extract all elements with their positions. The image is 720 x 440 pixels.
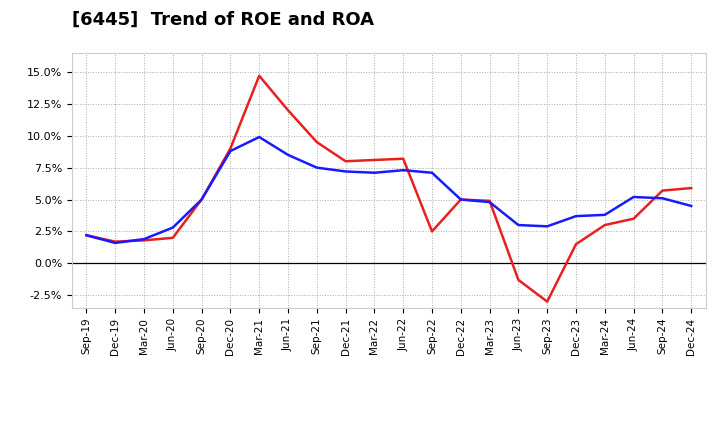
ROA (255, 134, 264, 139)
ROA (514, 222, 523, 228)
Line: ROE: ROE (86, 76, 691, 302)
ROE (600, 222, 609, 228)
ROA (82, 233, 91, 238)
ROE (312, 139, 321, 145)
ROE (543, 299, 552, 304)
ROA (629, 194, 638, 200)
ROA (111, 240, 120, 246)
ROE (428, 229, 436, 234)
ROA (370, 170, 379, 176)
ROA (600, 212, 609, 217)
Text: [6445]  Trend of ROE and ROA: [6445] Trend of ROE and ROA (72, 11, 374, 29)
ROA (226, 148, 235, 154)
ROE (485, 198, 494, 203)
ROE (658, 188, 667, 193)
ROA (687, 203, 696, 209)
ROE (226, 146, 235, 151)
ROE (82, 233, 91, 238)
ROE (629, 216, 638, 221)
ROA (543, 224, 552, 229)
ROE (255, 73, 264, 78)
ROA (399, 168, 408, 173)
ROA (341, 169, 350, 174)
ROA (658, 196, 667, 201)
ROA (485, 199, 494, 205)
ROE (514, 277, 523, 282)
ROA (428, 170, 436, 176)
ROA (140, 236, 148, 242)
ROA (572, 213, 580, 219)
ROE (456, 197, 465, 202)
ROE (168, 235, 177, 240)
ROA (197, 197, 206, 202)
ROE (572, 242, 580, 247)
ROA (284, 152, 292, 158)
ROE (197, 197, 206, 202)
ROE (399, 156, 408, 161)
ROA (456, 197, 465, 202)
ROE (341, 158, 350, 164)
Line: ROA: ROA (86, 137, 691, 243)
ROE (111, 239, 120, 244)
ROE (370, 158, 379, 163)
ROA (168, 225, 177, 230)
ROE (687, 185, 696, 191)
ROE (284, 107, 292, 113)
ROA (312, 165, 321, 170)
ROE (140, 238, 148, 243)
